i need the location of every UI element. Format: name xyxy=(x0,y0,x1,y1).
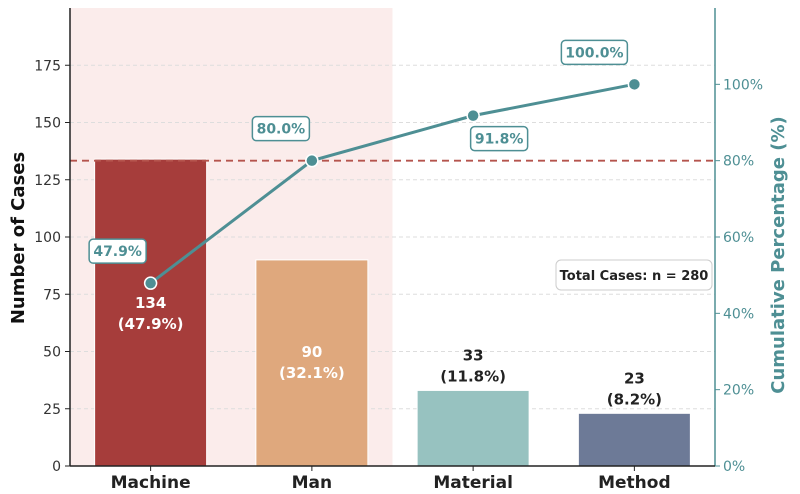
bar-value-label: 134 xyxy=(135,294,166,312)
bar-material xyxy=(416,389,530,467)
cumulative-point xyxy=(305,153,319,168)
cumulative-label: 91.8% xyxy=(475,132,524,148)
bar-machine xyxy=(94,158,208,467)
total-cases-text: Total Cases: n = 280 xyxy=(560,269,709,284)
cumulative-point xyxy=(143,276,158,290)
bar-value-label: 23 xyxy=(624,369,645,387)
cumulative-label: 80.0% xyxy=(257,122,306,138)
y2-tick-label: 20% xyxy=(723,383,754,399)
cumulative-label-box xyxy=(251,115,311,142)
y-tick-label: 75 xyxy=(43,287,61,303)
x-tick-label-material: Material xyxy=(433,473,513,493)
x-tick-label-method: Method xyxy=(598,473,671,493)
bar-percent-label: (47.9%) xyxy=(118,315,184,333)
bar-percent-label: (8.2%) xyxy=(607,390,662,408)
x-tick-label-man: Man xyxy=(292,473,333,493)
y2-axis-title: Cumulative Percentage (%) xyxy=(768,116,789,393)
y-tick-label: 175 xyxy=(34,58,61,74)
cumulative-point xyxy=(627,77,642,92)
y2-tick-label: 0% xyxy=(723,459,745,475)
y-tick-label: 0 xyxy=(52,459,61,475)
cumulative-label: 47.9% xyxy=(93,244,142,260)
y-tick-label: 125 xyxy=(34,173,61,189)
y2-tick-label: 100% xyxy=(723,77,763,93)
bar-percent-label: (11.8%) xyxy=(440,367,506,385)
cumulative-label-box xyxy=(88,238,147,264)
total-cases-annotation: Total Cases: n = 280 xyxy=(555,259,713,291)
y-tick-label: 150 xyxy=(34,116,61,132)
bar-percent-label: (32.1%) xyxy=(279,364,345,382)
y-axis-title: Number of Cases xyxy=(8,152,29,324)
y2-tick-label: 80% xyxy=(723,154,754,170)
x-tick-label-machine: Machine xyxy=(111,473,191,493)
y-tick-label: 100 xyxy=(34,230,61,246)
y-tick-label: 25 xyxy=(43,402,61,418)
bar-man xyxy=(255,259,369,467)
y-tick-label: 50 xyxy=(43,345,61,361)
y2-tick-label: 40% xyxy=(723,306,754,322)
bar-method xyxy=(577,412,691,467)
bar-value-label: 33 xyxy=(463,346,484,364)
y2-tick-label: 60% xyxy=(723,230,754,246)
cumulative-label-box xyxy=(469,125,529,152)
bar-value-label: 90 xyxy=(301,343,322,361)
cumulative-line xyxy=(149,82,635,285)
cumulative-label-box xyxy=(560,39,629,66)
cumulative-label: 100.0% xyxy=(565,45,623,61)
cumulative-point xyxy=(466,108,480,123)
